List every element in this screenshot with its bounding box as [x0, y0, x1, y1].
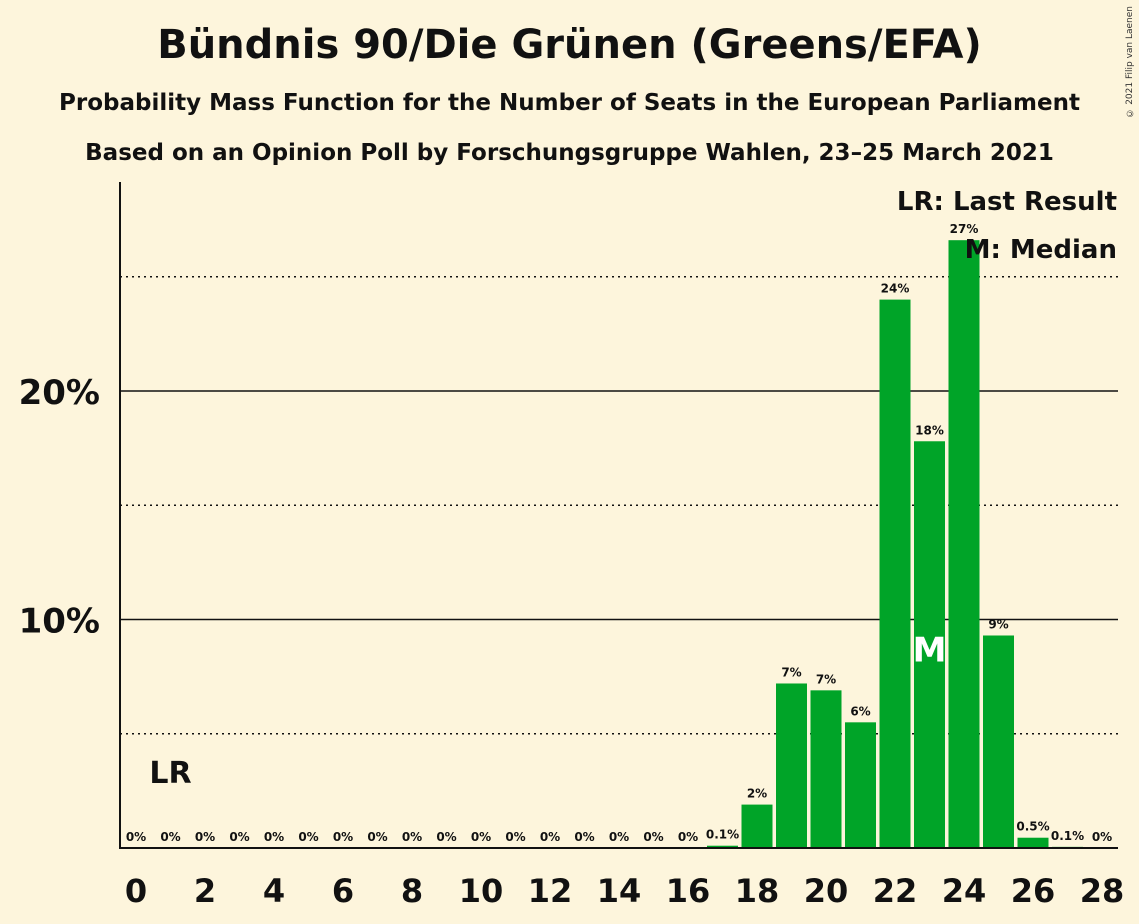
- bar-value-label: 0%: [195, 830, 215, 844]
- y-tick-label: 20%: [19, 373, 100, 413]
- bar-value-label: 2%: [747, 787, 767, 801]
- x-tick-label: 28: [1080, 872, 1125, 910]
- bar-value-label: 0.1%: [1051, 829, 1084, 843]
- bar-value-label: 0%: [229, 830, 249, 844]
- bar-value-label: 7%: [816, 672, 836, 686]
- bar-value-label: 7%: [781, 665, 801, 679]
- bar-seat-18: [741, 804, 773, 848]
- bar-value-label: 0%: [505, 830, 525, 844]
- bar-value-label: 0%: [540, 830, 560, 844]
- bar-value-label: 0%: [1092, 830, 1112, 844]
- legend-last-result: LR: Last Result: [897, 187, 1117, 217]
- x-tick-label: 12: [528, 872, 573, 910]
- bar-value-label: 0%: [264, 830, 284, 844]
- chart-subtitle-method: Probability Mass Function for the Number…: [59, 90, 1080, 116]
- y-tick-label: 10%: [19, 602, 100, 642]
- bar-value-label: 0%: [402, 830, 422, 844]
- x-tick-label: 14: [597, 872, 642, 910]
- x-tick-label: 0: [125, 872, 147, 910]
- bar-value-label: 0.5%: [1016, 820, 1049, 834]
- bar-value-label: 0%: [574, 830, 594, 844]
- bar-value-label: 0%: [471, 830, 491, 844]
- x-tick-label: 22: [873, 872, 918, 910]
- bar-seat-24: [948, 240, 980, 848]
- x-tick-label: 26: [1011, 872, 1056, 910]
- median-marker: M: [913, 630, 947, 670]
- bar-value-label: 27%: [950, 222, 979, 236]
- x-tick-label: 4: [263, 872, 285, 910]
- legend-median: M: Median: [965, 235, 1117, 265]
- bar-seat-20: [810, 690, 842, 848]
- x-tick-label: 8: [401, 872, 423, 910]
- bar-value-label: 0%: [436, 830, 456, 844]
- x-tick-label: 24: [942, 872, 987, 910]
- bar-value-label: 0%: [298, 830, 318, 844]
- bar-value-label: 0%: [643, 830, 663, 844]
- bar-value-label: 9%: [988, 617, 1008, 631]
- bar-value-label: 24%: [881, 282, 910, 296]
- bar-seat-23: [914, 441, 945, 848]
- bar-seat-26: [1017, 837, 1049, 848]
- x-tick-label: 20: [804, 872, 849, 910]
- bar-value-label: 6%: [850, 704, 870, 718]
- bar-seat-17: [707, 845, 738, 848]
- bar-value-label: 0.1%: [706, 828, 739, 842]
- x-tick-label: 10: [459, 872, 504, 910]
- x-tick-label: 18: [735, 872, 780, 910]
- bar-value-label: 0%: [609, 830, 629, 844]
- bar-seat-21: [845, 722, 876, 848]
- x-tick-label: 16: [666, 872, 711, 910]
- bar-seat-22: [879, 299, 911, 849]
- bar-value-label: 0%: [367, 830, 387, 844]
- x-tick-label: 6: [332, 872, 354, 910]
- bar-value-label: 0%: [678, 830, 698, 844]
- bar-value-label: 0%: [126, 830, 146, 844]
- bar-value-label: 0%: [160, 830, 180, 844]
- last-result-marker: LR: [149, 756, 191, 791]
- bar-value-label: 18%: [915, 423, 944, 437]
- bar-seat-19: [776, 683, 807, 848]
- bar-seat-25: [983, 635, 1014, 848]
- x-tick-label: 2: [194, 872, 216, 910]
- chart-title: Bündnis 90/Die Grünen (Greens/EFA): [157, 22, 982, 68]
- chart-subtitle-source: Based on an Opinion Poll by Forschungsgr…: [85, 140, 1054, 166]
- bar-value-label: 0%: [333, 830, 353, 844]
